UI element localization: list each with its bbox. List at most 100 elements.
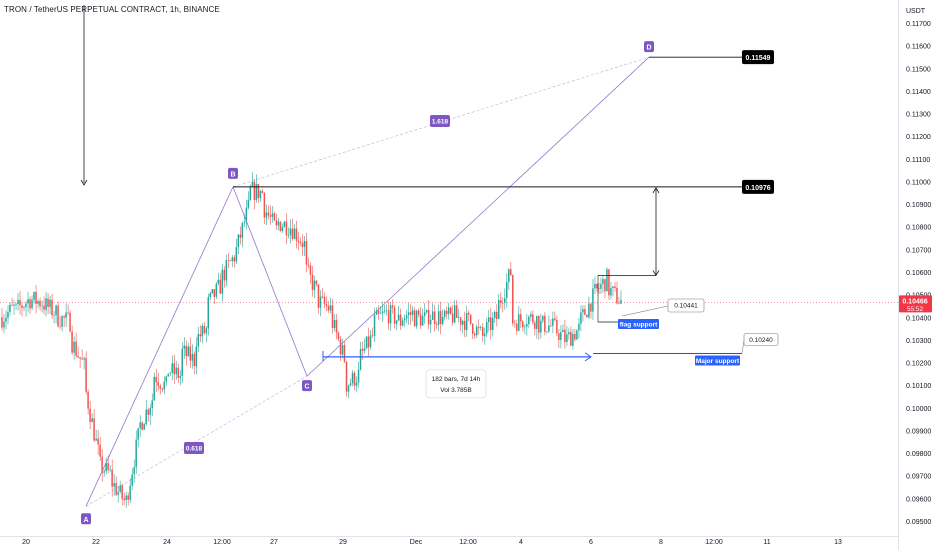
candle-body: [385, 310, 388, 312]
candle-body: [267, 212, 270, 216]
candle-body: [451, 313, 454, 323]
candle-body: [259, 191, 262, 199]
y-tick-label: 0.10300: [906, 338, 931, 345]
candle-body: [556, 320, 558, 334]
candle-body: [576, 330, 578, 340]
y-tick-label: 0.10900: [906, 202, 931, 209]
ratio-tag[interactable]: [430, 115, 450, 127]
candle-body: [616, 287, 618, 304]
candle-body: [5, 317, 7, 322]
candle-body: [359, 349, 362, 370]
y-tick-label: 0.10800: [906, 225, 931, 232]
ratio-tag[interactable]: [184, 442, 204, 454]
candle-body: [500, 300, 502, 303]
candle-body: [261, 191, 264, 194]
candle-body: [19, 299, 21, 306]
candle-body: [357, 369, 360, 383]
candle-body: [564, 329, 566, 343]
candle-body: [117, 491, 119, 495]
candle-body: [181, 348, 183, 376]
candle-body: [311, 274, 314, 290]
candle-body: [275, 220, 278, 226]
candle-body: [351, 372, 354, 384]
candle-body: [469, 314, 472, 324]
candle-body: [169, 372, 171, 374]
x-tick-label: 27: [270, 539, 278, 546]
candle-body: [107, 463, 109, 471]
major-callout-box[interactable]: [743, 333, 779, 346]
candle-body: [327, 306, 330, 311]
candle-body: [544, 315, 546, 332]
candle-body: [187, 346, 190, 357]
candle-body: [570, 332, 572, 346]
candle-body: [139, 422, 141, 429]
candle-body: [269, 215, 272, 217]
candle-body: [253, 181, 256, 200]
candle-body: [425, 310, 428, 313]
candle-body: [143, 423, 145, 430]
candle-body: [29, 299, 31, 309]
candle-body: [534, 322, 536, 329]
plot-area[interactable]: [0, 56, 898, 508]
candle-body: [600, 284, 602, 289]
candle-body: [399, 314, 402, 326]
range-info-box[interactable]: [425, 369, 487, 399]
x-tick-label: 29: [339, 539, 347, 546]
candle-body: [137, 428, 139, 440]
candle-body: [562, 329, 564, 332]
point-tag-b[interactable]: [228, 167, 238, 179]
candle-body: [423, 312, 426, 317]
point-tag-a[interactable]: [81, 513, 91, 525]
candle-body: [560, 331, 562, 341]
candle-body: [397, 314, 400, 321]
candle-body: [115, 482, 117, 495]
candle-body: [27, 299, 29, 304]
candle-body: [3, 321, 5, 328]
candle-body: [347, 385, 350, 392]
candle-body: [21, 305, 23, 308]
candle-body: [407, 312, 410, 316]
candle-body: [99, 444, 101, 457]
candle-body: [293, 228, 296, 239]
flag-support-label: flag support: [620, 321, 658, 328]
candle-body: [129, 485, 131, 500]
candle-body: [223, 269, 226, 281]
price-ray-label-box[interactable]: [742, 179, 774, 194]
candle-body: [445, 310, 448, 315]
candle-body: [195, 346, 198, 367]
price-ray-label-box[interactable]: [742, 50, 774, 65]
candle-body: [614, 286, 616, 288]
candle-body: [157, 382, 159, 386]
candle-body: [49, 299, 51, 307]
candle-body: [233, 257, 236, 262]
candle-body: [602, 279, 604, 285]
candle-body: [339, 339, 342, 355]
candle-body: [97, 438, 99, 445]
candle-body: [566, 334, 568, 343]
candle-body: [530, 314, 532, 317]
candle-body: [325, 304, 328, 307]
major-support-tag[interactable]: [695, 355, 740, 366]
flag-support-tag[interactable]: [618, 318, 659, 329]
candle-body: [588, 303, 590, 318]
candle-body: [255, 184, 258, 200]
candle-body: [463, 320, 466, 330]
candle-body: [95, 438, 97, 441]
candle-body: [429, 319, 432, 325]
flag-callout-box[interactable]: [667, 298, 705, 313]
x-tick-label: 6: [589, 539, 593, 546]
candle-body: [103, 471, 105, 473]
candle-body: [612, 286, 614, 288]
candle-body: [257, 184, 260, 199]
candle-body: [243, 222, 246, 223]
candle-body: [15, 303, 17, 305]
point-tag-d[interactable]: [644, 41, 654, 53]
point-tag-c[interactable]: [302, 380, 312, 392]
candle-body: [135, 439, 137, 468]
candle-body: [147, 409, 149, 415]
candle-body: [395, 320, 398, 324]
candle-body: [71, 331, 73, 353]
candle-body: [337, 332, 340, 340]
